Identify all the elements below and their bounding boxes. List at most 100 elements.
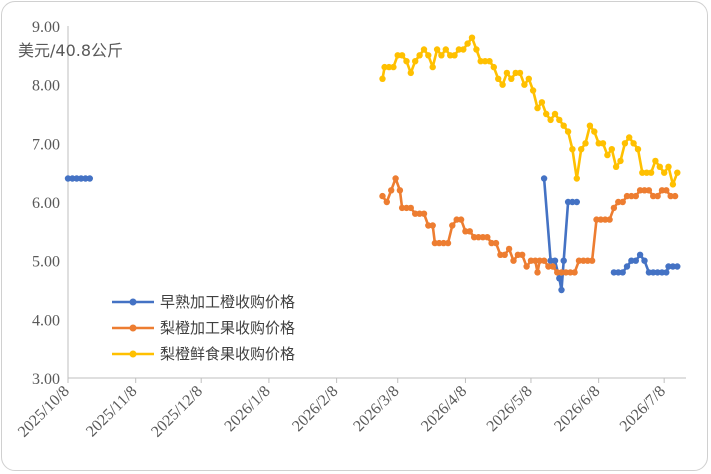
data-point	[390, 63, 397, 71]
data-point	[429, 63, 436, 71]
legend-swatch-marker	[129, 298, 137, 306]
data-point	[621, 140, 629, 147]
data-point	[468, 34, 476, 41]
data-point	[671, 192, 679, 200]
data-point	[407, 69, 414, 77]
legend-swatch-marker	[129, 324, 137, 332]
data-point	[602, 216, 609, 223]
data-point	[420, 46, 428, 53]
data-point	[608, 146, 615, 153]
data-point	[398, 52, 406, 59]
data-point	[560, 257, 567, 264]
data-point	[645, 187, 653, 194]
data-point	[488, 239, 495, 247]
data-point	[573, 198, 580, 206]
data-point	[523, 263, 530, 270]
data-point	[73, 175, 80, 182]
data-point	[617, 157, 624, 165]
data-point	[663, 187, 670, 194]
data-point	[558, 286, 565, 294]
y-tick-label: 3.00	[32, 371, 60, 388]
y-tick-label: 6.00	[32, 195, 60, 212]
data-point	[453, 216, 460, 223]
data-point	[495, 75, 502, 83]
data-point	[534, 269, 541, 276]
data-point	[388, 187, 395, 194]
data-point	[451, 52, 458, 59]
data-point	[654, 269, 661, 276]
data-point	[641, 257, 648, 264]
data-point	[604, 151, 611, 159]
data-point	[674, 169, 681, 176]
x-tick-label: 2025/10/8	[15, 383, 73, 441]
data-point	[615, 269, 622, 276]
data-point	[540, 175, 548, 182]
data-point	[475, 234, 482, 241]
data-point	[667, 192, 674, 200]
data-point	[599, 140, 607, 147]
legend-entry-label: 早熟加工橙收购价格	[160, 293, 295, 311]
data-point	[641, 187, 648, 194]
data-point	[477, 58, 484, 65]
data-point	[632, 257, 639, 264]
data-point	[501, 251, 508, 258]
data-point	[545, 263, 552, 270]
data-point	[619, 269, 626, 276]
data-point	[564, 128, 572, 135]
data-point	[571, 269, 578, 276]
series-1	[64, 175, 681, 294]
data-point	[396, 187, 404, 194]
data-point	[442, 46, 449, 53]
data-point	[77, 175, 85, 182]
data-point	[510, 257, 517, 264]
data-point	[529, 87, 537, 94]
data-point	[416, 52, 423, 59]
data-point	[385, 63, 393, 71]
data-point	[654, 192, 661, 200]
x-tick-label: 2026/7/8	[617, 383, 669, 435]
data-point	[440, 239, 447, 247]
data-point	[584, 257, 591, 264]
data-point	[623, 263, 631, 270]
data-point	[562, 269, 570, 276]
data-point	[392, 175, 399, 182]
data-point	[403, 58, 410, 65]
x-tick-label: 2026/6/8	[551, 383, 603, 435]
data-point	[492, 239, 500, 247]
data-point	[652, 157, 659, 165]
series-3	[379, 34, 681, 188]
data-point	[398, 204, 406, 212]
data-point	[665, 263, 672, 270]
legend-entry-label: 梨橙鲜食果收购价格	[160, 345, 295, 363]
data-point	[569, 146, 576, 153]
data-point	[416, 210, 423, 217]
y-tick-label: 5.00	[32, 254, 60, 271]
data-point	[656, 163, 663, 170]
legend-entry-label: 梨橙加工果收购价格	[160, 319, 295, 337]
data-point	[379, 75, 386, 83]
y-tick-label: 7.00	[32, 136, 60, 153]
data-point	[639, 169, 646, 176]
x-tick-label: 2026/1/8	[221, 383, 273, 435]
data-point	[473, 46, 480, 53]
data-point	[444, 239, 452, 247]
data-point	[650, 269, 657, 276]
data-point	[457, 216, 465, 223]
data-point	[525, 75, 532, 83]
data-point	[538, 99, 546, 106]
data-point	[591, 128, 598, 135]
data-point	[630, 140, 637, 147]
data-point	[636, 187, 644, 194]
data-point	[582, 140, 589, 147]
data-point	[532, 257, 539, 264]
data-point	[569, 198, 576, 206]
series-2	[379, 175, 679, 276]
data-point	[556, 275, 563, 282]
data-point	[610, 269, 618, 276]
data-point	[379, 192, 386, 200]
data-point	[643, 169, 650, 176]
data-point	[650, 192, 657, 200]
